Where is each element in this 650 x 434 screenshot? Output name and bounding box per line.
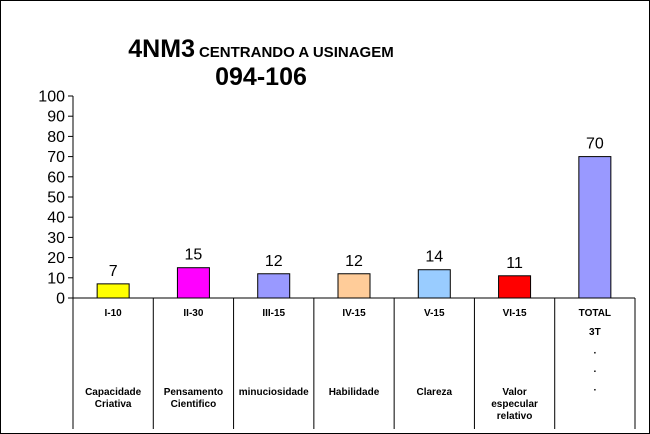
bar (578, 156, 612, 299)
category-description: Pensamento (164, 387, 223, 398)
chart-title: 4NM3 CENTRANDO A USINAGEM (1, 35, 521, 64)
chart-title-main: 4NM3 (128, 35, 195, 63)
data-label: 7 (109, 263, 118, 280)
y-tick-label: 50 (47, 190, 65, 207)
data-label: 15 (185, 247, 203, 264)
category-description: Habilidade (329, 387, 380, 398)
y-tick-label: 10 (47, 270, 65, 287)
category-description: . (593, 346, 596, 357)
category-description: 3T (589, 327, 601, 338)
category-description: . (593, 383, 596, 394)
data-label: 12 (265, 253, 283, 270)
bar (257, 273, 291, 299)
category-description: especular (491, 399, 538, 410)
category-description: Valor (502, 387, 527, 398)
data-label: 11 (506, 255, 523, 272)
bar (498, 275, 532, 299)
category-description: Criativa (95, 399, 132, 410)
category-label: II-30 (183, 308, 203, 319)
data-label: 70 (586, 136, 604, 153)
y-tick-label: 30 (47, 230, 65, 247)
chart-subtitle: 094-106 (215, 63, 307, 91)
y-tick-label: 80 (47, 129, 65, 146)
bar (176, 267, 210, 299)
bar (337, 273, 371, 299)
category-label: VI-15 (503, 308, 527, 319)
category-description: minuciosidade (239, 387, 309, 398)
y-tick-label: 40 (47, 210, 65, 227)
y-tick-label: 90 (47, 109, 65, 126)
y-tick-label: 100 (38, 89, 65, 106)
category-label: V-15 (424, 308, 445, 319)
bar (417, 269, 451, 299)
category-description: Clareza (416, 387, 452, 398)
category-label: TOTAL (579, 308, 611, 319)
y-tick-label: 60 (47, 169, 65, 186)
category-description: relativo (497, 411, 533, 422)
y-tick-label: 0 (56, 291, 65, 308)
bar (96, 283, 130, 299)
y-tick-label: 20 (47, 250, 65, 267)
category-description: Capacidade (85, 387, 142, 398)
data-label: 14 (425, 249, 443, 266)
category-description: Cientifico (171, 399, 217, 410)
category-label: III-15 (262, 308, 285, 319)
chart-title-suffix: CENTRANDO A USINAGEM (198, 44, 394, 61)
data-label: 12 (345, 253, 363, 270)
category-label: IV-15 (342, 308, 366, 319)
category-label: I-10 (105, 308, 123, 319)
category-description: . (593, 364, 596, 375)
y-tick-label: 70 (47, 149, 65, 166)
